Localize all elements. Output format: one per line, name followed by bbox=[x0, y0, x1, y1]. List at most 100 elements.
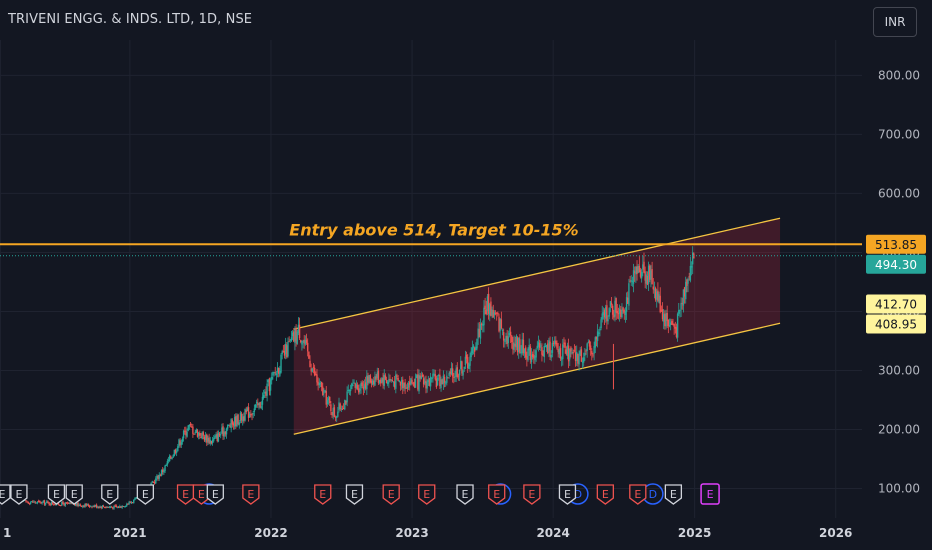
candle-body bbox=[306, 342, 309, 352]
channel-upper-line bbox=[293, 217, 781, 330]
candle-body bbox=[232, 423, 235, 426]
candle-body bbox=[635, 266, 637, 275]
candle-body bbox=[595, 336, 598, 340]
candle-body bbox=[339, 403, 341, 410]
candle-body bbox=[261, 396, 264, 405]
candle-body bbox=[450, 367, 453, 375]
candle-body bbox=[664, 313, 666, 327]
candle-body bbox=[199, 433, 201, 436]
candle-body bbox=[661, 309, 664, 320]
candle-body bbox=[172, 455, 174, 458]
candle-body bbox=[65, 502, 68, 504]
candle-body bbox=[415, 375, 418, 379]
candle-body bbox=[242, 416, 244, 422]
event-markers[interactable]: DDDDEEEEEEEEEEEEEEEEEEEEEE bbox=[0, 483, 720, 505]
candle-body bbox=[236, 415, 238, 427]
candle-body bbox=[217, 432, 220, 442]
candle-body bbox=[192, 426, 194, 434]
candle-body bbox=[543, 345, 545, 358]
candle-body bbox=[665, 313, 667, 327]
earnings-marker-future bbox=[700, 483, 720, 505]
candle-body bbox=[591, 350, 593, 355]
candle-body bbox=[312, 366, 315, 368]
entry-level-line[interactable]: Entry above 514, Target 10-15% bbox=[0, 220, 862, 257]
x-tick-label: 2024 bbox=[536, 526, 569, 540]
candle-body bbox=[202, 432, 205, 436]
candle-body bbox=[608, 308, 610, 317]
candle-body bbox=[111, 506, 113, 508]
candle-body bbox=[159, 475, 162, 477]
candle-body bbox=[107, 506, 109, 508]
earnings-marker bbox=[596, 484, 614, 505]
candle-body bbox=[37, 501, 40, 503]
candle-body bbox=[344, 399, 346, 410]
candle-body bbox=[479, 324, 482, 339]
candle-body bbox=[558, 348, 561, 355]
candle-body bbox=[526, 356, 528, 360]
candle-body bbox=[258, 403, 260, 405]
candle-body bbox=[421, 374, 424, 377]
candle-body bbox=[398, 380, 401, 382]
candle-body bbox=[625, 297, 628, 312]
candle-body bbox=[295, 328, 297, 342]
candle-body bbox=[383, 374, 385, 386]
trend-channel[interactable] bbox=[293, 217, 781, 435]
candle-body bbox=[584, 352, 586, 357]
candle-body bbox=[458, 370, 461, 376]
candle-body bbox=[164, 465, 166, 472]
candle-body bbox=[54, 504, 56, 506]
candle-body bbox=[566, 345, 569, 356]
earnings-marker-label: E bbox=[198, 488, 205, 501]
price-axis[interactable]: 100.00200.00300.00400.00500.00600.00700.… bbox=[878, 68, 920, 495]
candle-body bbox=[487, 293, 490, 314]
earnings-marker-label: E bbox=[247, 488, 254, 501]
candle-body bbox=[586, 343, 588, 351]
candle-body bbox=[644, 271, 646, 281]
candle-body bbox=[456, 367, 458, 377]
candle-body bbox=[424, 381, 426, 384]
candle-body bbox=[389, 379, 391, 381]
earnings-marker bbox=[629, 484, 647, 505]
candle-body bbox=[289, 339, 291, 341]
candle-body bbox=[634, 271, 636, 273]
candle-body bbox=[315, 374, 317, 376]
candle-body bbox=[593, 346, 595, 354]
candle-body bbox=[82, 505, 84, 507]
candle-body bbox=[260, 406, 263, 408]
candle-body bbox=[523, 349, 526, 354]
candle-body bbox=[346, 391, 348, 403]
earnings-marker-label: E bbox=[423, 488, 430, 501]
currency-button[interactable]: INR bbox=[873, 7, 917, 37]
candle-body bbox=[567, 345, 570, 362]
candle-body bbox=[615, 298, 617, 313]
candle-body bbox=[603, 310, 606, 318]
time-axis[interactable]: 1 2021 2022 2023 2024 2025 2026 bbox=[3, 526, 852, 540]
price-label-bg bbox=[866, 294, 926, 314]
candle-body bbox=[618, 308, 621, 314]
candle-body bbox=[501, 329, 504, 331]
candle-body bbox=[611, 305, 614, 315]
candle-body bbox=[310, 368, 312, 372]
candle-body bbox=[691, 252, 694, 265]
candle-body bbox=[630, 280, 632, 282]
candle-body bbox=[220, 434, 222, 436]
earnings-marker bbox=[101, 484, 119, 505]
candle-body bbox=[629, 280, 631, 282]
candle-body bbox=[432, 373, 434, 379]
candle-body bbox=[439, 374, 441, 387]
candle-body bbox=[364, 382, 367, 389]
candle-body bbox=[316, 374, 318, 383]
candle-body bbox=[367, 376, 369, 383]
candle-body bbox=[441, 379, 443, 385]
candle-body bbox=[171, 457, 173, 460]
candle-body bbox=[642, 264, 644, 270]
candle-body bbox=[377, 370, 380, 383]
candle-body bbox=[569, 349, 571, 360]
candle-body bbox=[305, 340, 308, 343]
candle-body bbox=[30, 501, 33, 503]
candle-body bbox=[327, 398, 330, 401]
candle-body bbox=[50, 501, 53, 506]
candle-body bbox=[245, 410, 247, 413]
candle-body bbox=[391, 379, 394, 381]
